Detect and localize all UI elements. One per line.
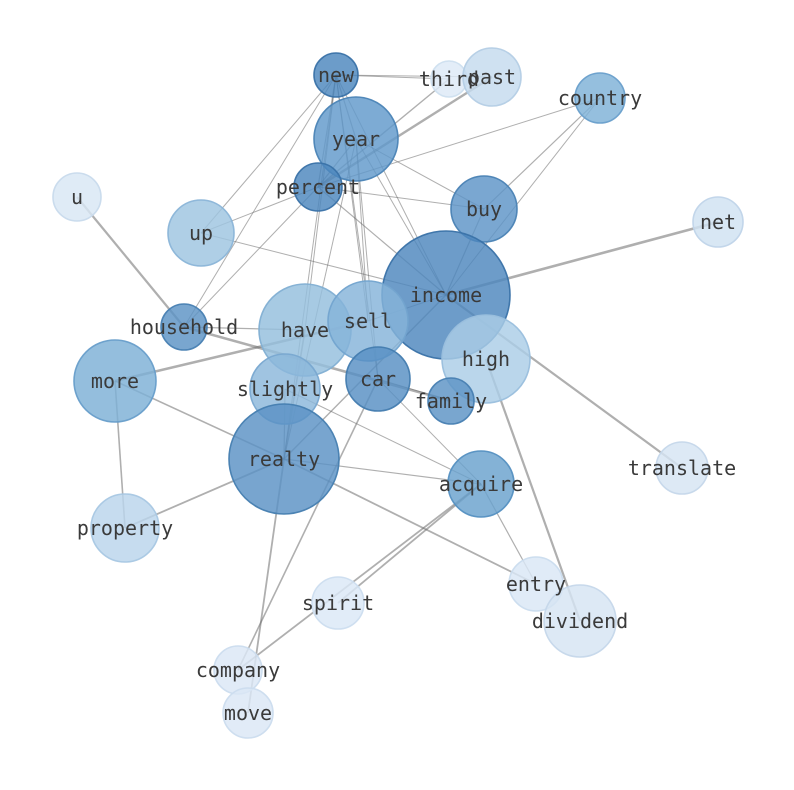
node-label-company: company	[196, 658, 280, 682]
node-circle-high	[441, 314, 531, 404]
node-label-dividend: dividend	[532, 609, 628, 633]
edge-acquire-slightly	[284, 388, 482, 485]
node-label-buy: buy	[466, 197, 502, 221]
node-circle-property	[90, 493, 160, 563]
edge-u-household	[76, 196, 185, 328]
node-label-year: year	[332, 127, 380, 151]
node-label-family: family	[415, 389, 487, 413]
edge-percent-household	[183, 186, 319, 328]
node-label-household: household	[130, 315, 238, 339]
node-circle-net	[692, 196, 744, 248]
edge-new-household	[183, 74, 337, 328]
edge-car-company	[237, 378, 379, 671]
edge-new-up	[200, 74, 337, 234]
nodes-layer	[52, 47, 744, 739]
node-label-entry: entry	[506, 572, 566, 596]
node-label-income: income	[410, 283, 482, 307]
node-circle-entry	[508, 556, 564, 612]
node-label-percent: percent	[276, 175, 360, 199]
node-circle-past	[462, 47, 522, 107]
node-circle-car	[345, 346, 411, 412]
node-label-acquire: acquire	[439, 472, 523, 496]
node-label-translate: translate	[628, 456, 736, 480]
node-label-high: high	[462, 347, 510, 371]
node-circle-household	[160, 303, 208, 351]
node-circle-realty	[228, 403, 340, 515]
node-circle-percent	[293, 162, 343, 212]
node-label-spirit: spirit	[302, 591, 374, 615]
node-circle-spirit	[311, 576, 365, 630]
node-label-new: new	[318, 63, 355, 87]
edge-high-dividend	[484, 358, 582, 622]
edge-acquire-company	[237, 483, 482, 671]
node-label-have: have	[281, 318, 329, 342]
node-circle-new	[313, 52, 359, 98]
node-circle-move	[222, 687, 274, 739]
node-circle-up	[167, 199, 235, 267]
node-label-move: move	[224, 701, 272, 725]
node-label-car: car	[360, 367, 396, 391]
node-circle-family	[427, 377, 475, 425]
node-label-slightly: slightly	[237, 377, 333, 401]
node-circle-buy	[450, 175, 518, 243]
node-circle-acquire	[447, 450, 515, 518]
node-label-third: third	[419, 67, 479, 91]
node-label-property: property	[77, 516, 173, 540]
node-label-more: more	[91, 369, 139, 393]
node-circle-translate	[655, 441, 709, 495]
node-circle-u	[52, 172, 102, 222]
node-circle-year	[313, 96, 399, 182]
node-circle-country	[574, 72, 626, 124]
node-label-net: net	[700, 210, 736, 234]
node-label-up: up	[189, 221, 213, 245]
node-label-realty: realty	[248, 447, 320, 471]
node-label-country: country	[558, 86, 642, 110]
node-circle-more	[73, 339, 157, 423]
node-label-sell: sell	[344, 309, 392, 333]
node-label-u: u	[71, 185, 83, 209]
node-circle-dividend	[543, 584, 617, 658]
node-label-past: past	[468, 65, 516, 89]
